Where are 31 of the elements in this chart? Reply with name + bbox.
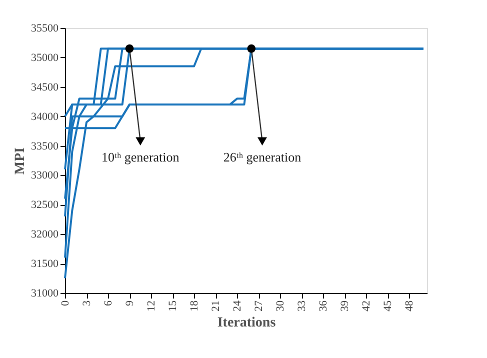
y-tick-label: 32500 (31, 199, 59, 212)
x-tick-label: 27 (253, 300, 266, 312)
x-tick-label: 45 (382, 300, 394, 312)
x-tick-label: 36 (318, 300, 330, 312)
x-tick-label: 42 (360, 300, 373, 312)
y-tick-label: 31500 (31, 258, 59, 270)
x-tick-label: 21 (210, 300, 222, 312)
x-tick-label: 3 (81, 300, 94, 306)
y-tick-label: 35000 (31, 52, 59, 64)
y-axis-title: MPI (13, 147, 28, 175)
x-tick-label: 18 (188, 300, 201, 312)
x-tick-label: 0 (60, 300, 72, 306)
x-tick-label: 6 (102, 300, 115, 306)
x-tick-label: 33 (296, 300, 308, 312)
y-tick-label: 31000 (31, 288, 59, 300)
y-tick-label: 32000 (31, 228, 59, 241)
y-tick-label: 33000 (31, 170, 59, 182)
x-tick-label: 30 (274, 300, 287, 312)
x-tick-label: 15 (167, 300, 180, 312)
annotation: 26ᵗʰ generation (223, 149, 302, 164)
x-tick-label: 12 (146, 300, 158, 312)
x-tick-label: 24 (232, 300, 244, 312)
x-tick-label: 39 (339, 300, 352, 312)
y-tick-label: 34000 (31, 110, 59, 123)
y-tick-label: 35500 (31, 22, 59, 34)
x-tick-label: 48 (404, 300, 416, 312)
y-tick-label: 33500 (31, 140, 59, 152)
x-tick-label: 9 (124, 300, 136, 306)
annotation: 10ᵗʰ generation (101, 149, 180, 164)
y-tick-label: 34500 (31, 81, 59, 94)
x-axis-title: Iterations (217, 316, 276, 330)
